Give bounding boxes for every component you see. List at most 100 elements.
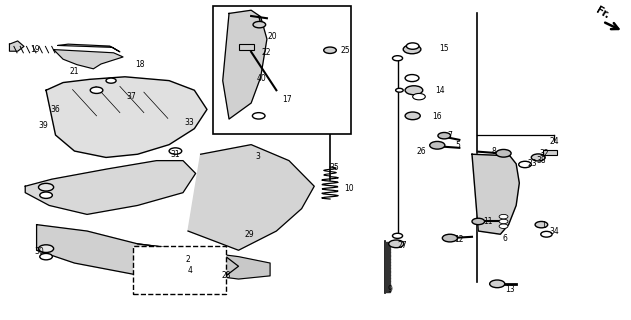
Text: 16: 16 (432, 112, 442, 121)
Text: 33: 33 (184, 118, 194, 127)
Polygon shape (385, 261, 390, 263)
Circle shape (253, 21, 266, 28)
Circle shape (392, 233, 403, 238)
Polygon shape (472, 154, 519, 234)
Circle shape (40, 253, 52, 260)
Text: 12: 12 (454, 235, 464, 244)
Circle shape (499, 219, 508, 224)
Text: 21: 21 (69, 67, 80, 76)
Text: 28: 28 (221, 271, 231, 280)
Polygon shape (385, 264, 390, 266)
Circle shape (90, 87, 103, 93)
Text: 27: 27 (398, 241, 408, 250)
Text: 34: 34 (549, 228, 559, 236)
Circle shape (169, 148, 182, 154)
Text: 19: 19 (30, 45, 40, 54)
Polygon shape (385, 267, 390, 269)
Polygon shape (138, 244, 270, 279)
Circle shape (499, 224, 508, 228)
Circle shape (531, 154, 545, 161)
Text: 13: 13 (505, 285, 515, 294)
Polygon shape (223, 10, 267, 119)
Circle shape (472, 218, 485, 225)
Text: 10: 10 (344, 184, 354, 193)
Polygon shape (9, 41, 24, 51)
Bar (239, 44, 254, 50)
Text: 14: 14 (435, 86, 445, 95)
Text: 1: 1 (541, 221, 546, 230)
Circle shape (324, 47, 336, 53)
Polygon shape (385, 274, 390, 276)
Circle shape (519, 161, 531, 168)
Text: 5: 5 (455, 141, 460, 150)
Polygon shape (385, 251, 390, 253)
Text: 31: 31 (170, 150, 180, 159)
Polygon shape (37, 225, 239, 282)
Circle shape (541, 231, 552, 237)
Text: 29: 29 (244, 230, 254, 239)
Polygon shape (385, 270, 390, 273)
Text: 7: 7 (447, 131, 452, 140)
Circle shape (430, 141, 445, 149)
Polygon shape (385, 290, 390, 292)
Circle shape (396, 88, 403, 92)
Text: 36: 36 (50, 105, 61, 114)
Text: 38: 38 (536, 156, 546, 165)
Text: 24: 24 (549, 137, 559, 146)
Circle shape (406, 43, 419, 49)
Text: 9: 9 (387, 285, 392, 294)
Polygon shape (188, 145, 314, 250)
Circle shape (405, 112, 420, 120)
Polygon shape (385, 254, 390, 257)
Polygon shape (46, 77, 207, 157)
Polygon shape (54, 50, 123, 69)
Circle shape (405, 86, 423, 95)
Text: 4: 4 (188, 266, 193, 275)
Text: 23: 23 (527, 159, 537, 168)
Bar (133, 246, 226, 294)
Text: 40: 40 (257, 74, 267, 83)
Polygon shape (385, 258, 390, 260)
Text: 2: 2 (186, 255, 191, 264)
Circle shape (499, 214, 508, 219)
Bar (543, 150, 557, 155)
Polygon shape (385, 242, 390, 244)
Circle shape (392, 56, 403, 61)
Polygon shape (385, 277, 390, 279)
Text: 17: 17 (282, 95, 292, 104)
Polygon shape (25, 161, 196, 214)
Circle shape (38, 183, 54, 191)
Text: 30: 30 (34, 247, 44, 256)
Circle shape (40, 192, 52, 198)
Polygon shape (385, 286, 390, 289)
Text: 3: 3 (255, 152, 260, 161)
Text: 39: 39 (38, 121, 48, 130)
Text: 20: 20 (268, 32, 278, 41)
Circle shape (38, 245, 54, 252)
Text: 11: 11 (483, 217, 493, 226)
Circle shape (496, 149, 511, 157)
Text: 6: 6 (502, 234, 507, 243)
Polygon shape (58, 44, 120, 52)
Circle shape (106, 78, 116, 83)
Polygon shape (385, 283, 390, 285)
Text: 22: 22 (261, 48, 271, 57)
Circle shape (403, 45, 421, 54)
Text: 15: 15 (439, 44, 449, 53)
Text: 8: 8 (492, 147, 497, 156)
Polygon shape (385, 248, 390, 250)
Text: 18: 18 (135, 60, 145, 68)
Text: Fr.: Fr. (594, 5, 611, 20)
Polygon shape (385, 280, 390, 282)
Circle shape (413, 93, 425, 100)
Circle shape (535, 221, 548, 228)
Text: 32: 32 (539, 149, 549, 158)
Circle shape (490, 280, 505, 288)
Text: 37: 37 (126, 92, 136, 101)
Circle shape (438, 132, 451, 139)
Circle shape (389, 240, 404, 248)
Bar (213, 6, 351, 134)
Polygon shape (385, 245, 390, 247)
Text: 25: 25 (341, 46, 351, 55)
Circle shape (252, 113, 265, 119)
